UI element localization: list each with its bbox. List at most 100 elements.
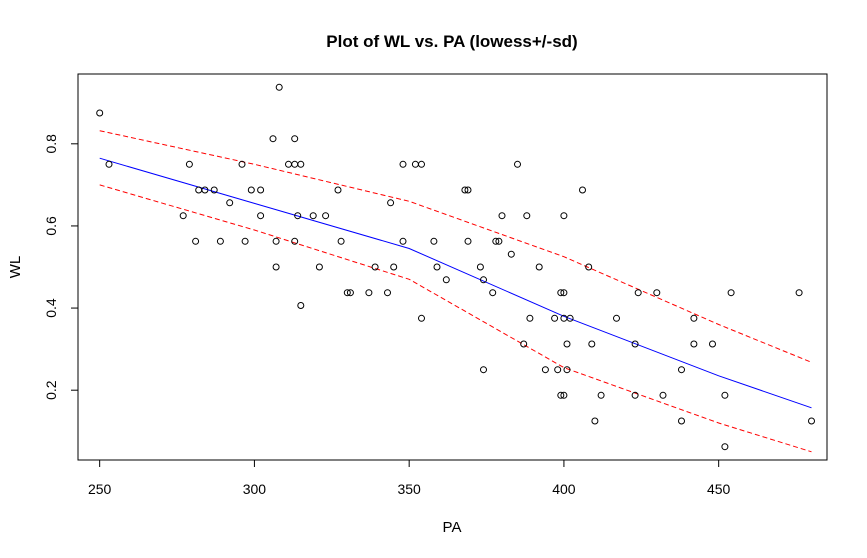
x-tick-label: 250	[88, 481, 112, 497]
y-tick-label: 0.8	[43, 134, 59, 154]
data-point	[384, 289, 391, 297]
data-point	[390, 263, 398, 271]
data-point	[560, 289, 568, 297]
data-point	[727, 289, 735, 297]
x-axis-label: PA	[443, 519, 462, 536]
data-point	[337, 237, 345, 245]
data-point	[489, 289, 497, 297]
data-point	[498, 212, 506, 220]
data-point	[247, 186, 255, 194]
data-point	[514, 160, 521, 168]
data-point	[541, 366, 549, 374]
data-point	[566, 314, 574, 322]
data-point	[365, 289, 373, 297]
data-point	[418, 160, 425, 168]
x-tick-label: 400	[552, 481, 576, 497]
data-point	[226, 199, 234, 207]
data-point	[294, 212, 302, 220]
data-point	[461, 186, 469, 194]
data-point	[272, 263, 280, 271]
data-point	[591, 417, 599, 425]
data-point	[690, 340, 698, 348]
data-point	[678, 417, 685, 425]
data-point	[309, 212, 317, 220]
data-point	[507, 250, 515, 258]
y-tick-label: 0.4	[43, 298, 59, 318]
data-point	[634, 289, 642, 297]
data-point	[563, 366, 571, 374]
data-point	[464, 186, 472, 194]
data-point	[597, 391, 605, 399]
data-point	[554, 366, 562, 374]
x-tick-label: 300	[243, 481, 267, 497]
data-point	[492, 237, 500, 245]
plot-frame	[77, 73, 828, 461]
data-point	[709, 340, 716, 348]
data-point	[343, 289, 351, 297]
data-point	[495, 237, 503, 245]
data-point	[721, 391, 729, 399]
data-point	[275, 83, 283, 91]
data-point	[579, 186, 586, 194]
data-point	[291, 135, 299, 143]
data-point	[659, 391, 667, 399]
x-tick-label: 350	[397, 481, 421, 497]
data-point	[269, 135, 277, 143]
data-point	[418, 314, 425, 322]
data-point	[210, 186, 218, 194]
data-point	[238, 160, 246, 168]
upper-sd-line	[99, 130, 812, 363]
data-point	[399, 237, 407, 245]
y-tick-label: 0.2	[43, 380, 59, 400]
y-axis: 0.2 0.4 0.6 0.8	[43, 134, 78, 400]
data-point	[399, 160, 407, 168]
data-point	[346, 289, 354, 297]
data-point	[563, 340, 571, 348]
data-point	[523, 212, 531, 220]
data-point	[653, 289, 661, 297]
data-point	[631, 340, 639, 348]
data-points	[96, 83, 815, 451]
data-point	[613, 314, 620, 322]
data-point	[557, 289, 565, 297]
data-point	[185, 160, 193, 168]
data-point	[585, 263, 593, 271]
lowess-curve	[99, 157, 812, 409]
data-point	[631, 391, 639, 399]
data-point	[322, 212, 330, 220]
y-tick-label: 0.6	[43, 216, 59, 236]
data-point	[480, 276, 487, 284]
data-point	[442, 276, 450, 284]
data-point	[257, 186, 265, 194]
data-point	[387, 199, 395, 207]
data-point	[371, 263, 379, 271]
y-axis-label: WL	[7, 256, 24, 279]
data-point	[201, 186, 209, 194]
chart-title: Plot of WL vs. PA (lowess+/-sd)	[326, 32, 577, 51]
data-point	[334, 186, 342, 194]
x-axis: 250 300 350 400 450	[88, 460, 731, 497]
data-point	[315, 263, 323, 271]
lowess-line	[99, 157, 812, 409]
data-point	[272, 237, 280, 245]
data-point	[520, 340, 528, 348]
data-point	[588, 340, 596, 348]
data-point	[241, 237, 249, 245]
data-point	[795, 289, 803, 297]
data-point	[476, 263, 484, 271]
data-point	[105, 160, 113, 168]
x-tick-label: 450	[707, 481, 731, 497]
data-point	[526, 314, 534, 322]
sd-bands	[99, 130, 812, 453]
data-point	[297, 160, 305, 168]
data-point	[96, 109, 104, 117]
data-point	[430, 237, 438, 245]
data-point	[257, 212, 265, 220]
data-point	[557, 391, 565, 399]
data-point	[480, 366, 487, 374]
data-point	[721, 443, 729, 451]
data-point	[192, 237, 200, 245]
data-point	[551, 314, 559, 322]
